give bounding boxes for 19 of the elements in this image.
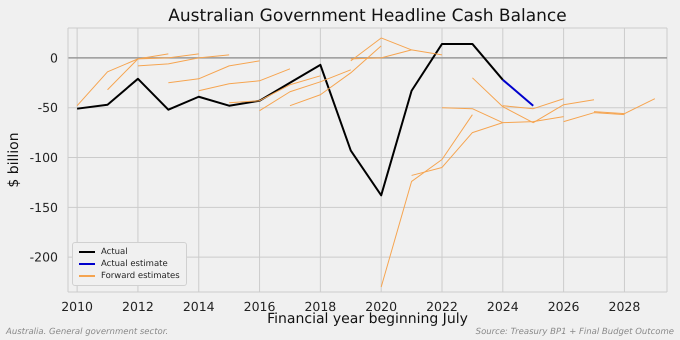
y-tick-label: -100 — [30, 150, 58, 165]
legend-label: Actual — [101, 247, 128, 257]
x-tick-label: 2026 — [548, 298, 580, 314]
legend-label: Actual estimate — [101, 259, 168, 269]
x-tick-label: 2012 — [122, 298, 154, 314]
source-note: Source: Treasury BP1 + Final Budget Outcome — [476, 327, 674, 337]
x-axis-title: Financial year beginning July — [267, 311, 468, 327]
x-tick-label: 2028 — [608, 298, 640, 314]
x-tick-label: 2010 — [61, 298, 94, 314]
y-tick-label: 0 — [50, 50, 58, 66]
chart-title: Australian Government Headline Cash Balance — [167, 6, 568, 26]
legend-label: Forward estimates — [101, 271, 180, 281]
y-tick-label: -200 — [30, 250, 58, 265]
y-tick-label: -150 — [30, 200, 58, 215]
y-axis-title: $ billion — [6, 132, 22, 188]
text: Australia. General government sector. — [6, 327, 168, 337]
x-tick-label: 2024 — [486, 298, 519, 314]
x-tick-label: 2014 — [182, 298, 215, 314]
y-tick-label: -50 — [38, 100, 58, 116]
